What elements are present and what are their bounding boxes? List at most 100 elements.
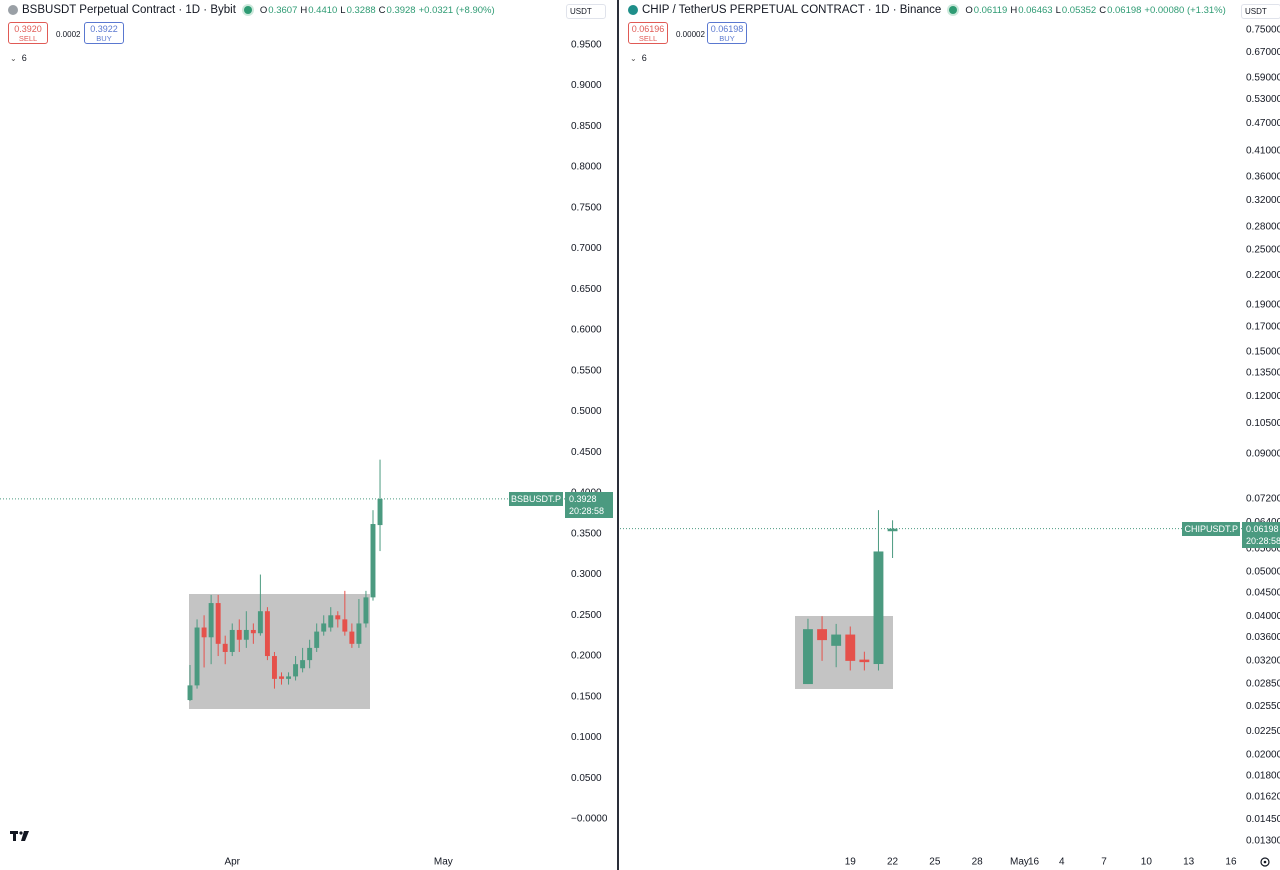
y-tick-label: 0.12000 [1246, 391, 1280, 402]
y-tick-label: 0.9500 [571, 39, 602, 50]
sell-price: 0.06196 [631, 24, 665, 34]
ohlc-label: H [300, 4, 308, 16]
last-price: 0.3928 [569, 493, 597, 504]
candle-body [229, 629, 235, 652]
candle-body [250, 629, 256, 634]
tv-logo [10, 831, 29, 841]
y-tick-label: 0.3000 [571, 569, 602, 580]
y-tick-label: 0.03600 [1246, 632, 1280, 643]
sell-button[interactable]: 0.3920 SELL [8, 22, 48, 44]
indicator-count: 6 [641, 53, 647, 63]
y-tick-label: 0.3500 [571, 528, 602, 539]
chevron: ⌄ [630, 54, 637, 63]
ohlc-value: 0.3928 [386, 4, 416, 16]
market-status [949, 6, 958, 14]
y-tick-label: 0.02000 [1246, 750, 1280, 761]
buy-button[interactable]: 0.06198 BUY [707, 22, 747, 44]
candle-body [300, 660, 306, 669]
price-tag: 0.06198 20:28:58 [1242, 521, 1280, 548]
symbol-tag: BSBUSDT.P [508, 491, 563, 506]
y-tick-label: 0.25000 [1246, 244, 1280, 255]
settings-icon[interactable] [1260, 857, 1270, 867]
y-tick-label: 0.53000 [1246, 94, 1280, 105]
currency-select[interactable]: USDT [1241, 4, 1280, 19]
x-tick-label: 7 [1101, 857, 1107, 868]
candle-body [264, 611, 270, 657]
y-tick-label: 0.07200 [1246, 493, 1280, 504]
ohlc-label: C [1099, 4, 1107, 16]
chart-title[interactable]: BSBUSDT Perpetual Contract · 1D · Bybit [22, 4, 236, 16]
price-tag: 0.3928 20:28:58 [565, 491, 613, 518]
ohlc-label: H [1010, 4, 1018, 16]
y-tick-label: 0.1000 [571, 732, 602, 743]
x-tick-label: Apr [224, 857, 240, 868]
spread: 0.0002 [56, 30, 81, 39]
x-tick-label: May [1010, 857, 1029, 868]
candle-body [194, 627, 200, 686]
change: +0.00080 (+1.31%) [1144, 4, 1226, 16]
candle-body [363, 597, 369, 624]
y-tick-label: 0.05000 [1246, 566, 1280, 577]
countdown: 20:28:58 [1246, 535, 1280, 546]
candle-body [293, 664, 299, 677]
currency-select[interactable]: USDT [566, 4, 606, 19]
symbol-icon [628, 5, 638, 15]
y-tick-label: 0.5500 [571, 365, 602, 376]
candle-body [328, 615, 334, 628]
y-tick-label: 0.8000 [571, 162, 602, 173]
spread: 0.00002 [676, 30, 705, 39]
y-tick-label: 0.22000 [1246, 270, 1280, 281]
x-tick-label: 4 [1059, 857, 1065, 868]
y-tick-label: 0.41000 [1246, 145, 1280, 156]
y-tick-label: 0.75000 [1246, 25, 1280, 36]
indicators-toggle[interactable]: ⌄ 6 [10, 53, 27, 63]
chart-title[interactable]: CHIP / TetherUS PERPETUAL CONTRACT · 1D … [642, 4, 942, 16]
candle-body [356, 623, 362, 644]
candle-body [831, 634, 842, 646]
candle-body [215, 603, 221, 644]
y-tick-label: 0.47000 [1246, 118, 1280, 129]
ohlc-value: 0.3607 [268, 4, 298, 16]
ohlc-value: 0.06463 [1018, 4, 1053, 16]
candle-body [286, 676, 292, 679]
y-tick-label: 0.17000 [1246, 322, 1280, 333]
y-tick-label: 0.2500 [571, 610, 602, 621]
y-tick-label: 0.10500 [1246, 418, 1280, 429]
candle-body [279, 676, 284, 679]
candle-body [321, 623, 327, 632]
x-tick-label: 10 [1141, 857, 1153, 868]
ohlc-label: O [965, 4, 973, 16]
y-tick-label: 0.04500 [1246, 587, 1280, 598]
ohlc-value: 0.06198 [1107, 4, 1142, 16]
countdown: 20:28:58 [569, 505, 605, 516]
sell-label: SELL [18, 34, 38, 43]
y-tick-label: 0.05600 [1246, 544, 1280, 555]
y-tick-label: −0.0000 [571, 814, 608, 825]
x-tick-label: 22 [887, 857, 899, 868]
candle-body [222, 643, 228, 652]
x-tick-label: 16 [1028, 857, 1040, 868]
sell-button[interactable]: 0.06196 SELL [628, 22, 668, 44]
y-tick-label: 0.59000 [1246, 73, 1280, 84]
x-tick-label: May [434, 857, 453, 868]
ohlc-value: 0.4410 [308, 4, 338, 16]
market-status [243, 6, 252, 14]
symbol-icon [8, 5, 18, 15]
candle-body [803, 629, 813, 685]
ohlc-value: 0.05352 [1061, 4, 1097, 16]
candle-body [377, 498, 383, 526]
y-tick-label: 0.6000 [571, 325, 602, 336]
y-tick-label: 0.02550 [1246, 701, 1280, 712]
y-tick-label: 0.04000 [1246, 611, 1280, 622]
y-tick-label: 0.8500 [571, 121, 602, 132]
ohlc-label: O [259, 4, 268, 16]
indicators-toggle[interactable]: ⌄ 6 [630, 53, 647, 63]
y-tick-label: 0.32000 [1246, 195, 1280, 206]
y-tick-label: 0.01620 [1246, 792, 1280, 803]
y-tick-label: 0.01450 [1246, 814, 1280, 825]
change: +0.0321 (+8.90%) [418, 4, 495, 16]
candle-body [370, 524, 376, 598]
ohlc-label: C [378, 4, 386, 16]
buy-button[interactable]: 0.3922 BUY [84, 22, 124, 44]
